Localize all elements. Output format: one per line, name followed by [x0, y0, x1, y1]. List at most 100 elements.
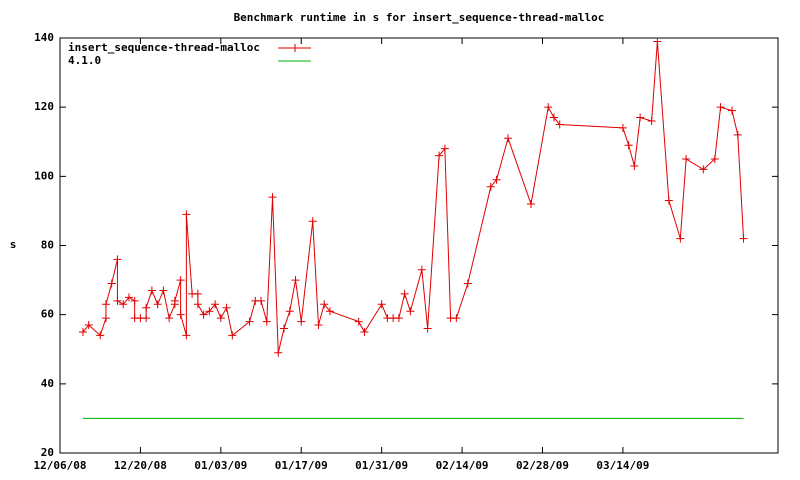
point-marker: [682, 155, 691, 164]
point-marker: [406, 307, 415, 316]
x-tick-label: 01/31/09: [355, 459, 408, 472]
y-tick-label: 60: [41, 308, 54, 321]
point-marker: [101, 300, 110, 309]
point-marker: [291, 276, 300, 285]
point-marker: [119, 300, 128, 309]
point-marker: [228, 331, 237, 340]
point-marker: [165, 314, 174, 323]
point-marker: [96, 331, 105, 340]
point-marker: [417, 265, 426, 274]
point-marker: [636, 113, 645, 122]
x-tick-label: 12/20/08: [114, 459, 167, 472]
point-marker: [84, 321, 93, 330]
point-marker: [297, 317, 306, 326]
point-marker: [245, 317, 254, 326]
point-marker: [147, 286, 156, 295]
point-marker: [733, 130, 742, 139]
point-marker: [549, 113, 558, 122]
point-marker: [257, 296, 266, 305]
series-line: [82, 41, 745, 353]
x-tick-label: 01/17/09: [275, 459, 328, 472]
point-marker: [739, 234, 748, 243]
point-marker: [394, 314, 403, 323]
point-marker: [664, 196, 673, 205]
x-tick-label: 03/14/09: [596, 459, 649, 472]
x-tick-label: 02/14/09: [436, 459, 489, 472]
point-marker: [130, 296, 139, 305]
y-tick-label: 120: [34, 100, 54, 113]
point-marker: [285, 307, 294, 316]
point-marker: [710, 155, 719, 164]
point-marker: [314, 321, 323, 330]
point-marker: [486, 182, 495, 191]
y-tick-label: 100: [34, 169, 54, 182]
point-marker: [262, 317, 271, 326]
point-marker: [618, 123, 627, 132]
point-marker: [211, 300, 220, 309]
y-tick-label: 20: [41, 446, 54, 459]
point-marker: [320, 300, 329, 309]
point-marker: [325, 307, 334, 316]
point-marker: [463, 279, 472, 288]
point-marker: [182, 210, 191, 219]
y-tick-label: 80: [41, 239, 54, 252]
point-marker: [193, 289, 202, 298]
point-marker: [504, 134, 513, 143]
point-marker: [400, 289, 409, 298]
legend-label: 4.1.0: [68, 54, 101, 67]
point-marker: [268, 193, 277, 202]
point-marker: [630, 161, 639, 170]
point-marker: [113, 255, 122, 264]
point-marker: [170, 296, 179, 305]
y-tick-label: 140: [34, 31, 54, 44]
point-marker: [360, 327, 369, 336]
x-tick-label: 02/28/09: [516, 459, 569, 472]
point-marker: [142, 303, 151, 312]
point-marker: [274, 348, 283, 357]
point-marker: [435, 151, 444, 160]
x-tick-label: 01/03/09: [194, 459, 247, 472]
point-marker: [308, 217, 317, 226]
point-marker: [653, 37, 662, 46]
chart-title: Benchmark runtime in s for insert_sequen…: [234, 11, 605, 24]
point-marker: [176, 276, 185, 285]
point-marker: [176, 310, 185, 319]
point-marker: [124, 293, 133, 302]
point-marker: [78, 327, 87, 336]
point-marker: [423, 324, 432, 333]
point-marker: [101, 314, 110, 323]
point-marker: [159, 286, 168, 295]
point-marker: [113, 296, 122, 305]
point-marker: [205, 307, 214, 316]
y-tick-label: 40: [41, 377, 54, 390]
y-axis-label: s: [10, 238, 17, 251]
point-marker: [527, 200, 536, 208]
point-marker: [624, 141, 633, 150]
legend-label: insert_sequence-thread-malloc: [68, 41, 260, 54]
point-marker: [555, 120, 564, 129]
point-marker: [153, 300, 162, 309]
point-marker: [492, 175, 501, 184]
point-marker: [107, 279, 116, 288]
point-marker: [222, 303, 231, 312]
point-marker: [377, 300, 386, 309]
point-marker: [728, 106, 737, 115]
point-marker: [544, 103, 553, 112]
point-marker: [193, 300, 202, 309]
point-marker: [280, 324, 289, 333]
point-marker: [199, 310, 208, 319]
plot-frame: [59, 37, 779, 454]
point-marker: [699, 165, 708, 174]
point-marker: [452, 314, 461, 323]
point-marker: [676, 234, 685, 243]
point-marker: [182, 331, 191, 340]
point-marker: [142, 314, 151, 323]
x-tick-label: 12/06/08: [34, 459, 87, 472]
point-marker: [216, 314, 225, 323]
point-marker: [716, 103, 725, 112]
point-marker: [354, 317, 363, 326]
point-marker: [440, 144, 449, 153]
legend-marker: [291, 44, 299, 52]
point-marker: [647, 117, 656, 125]
